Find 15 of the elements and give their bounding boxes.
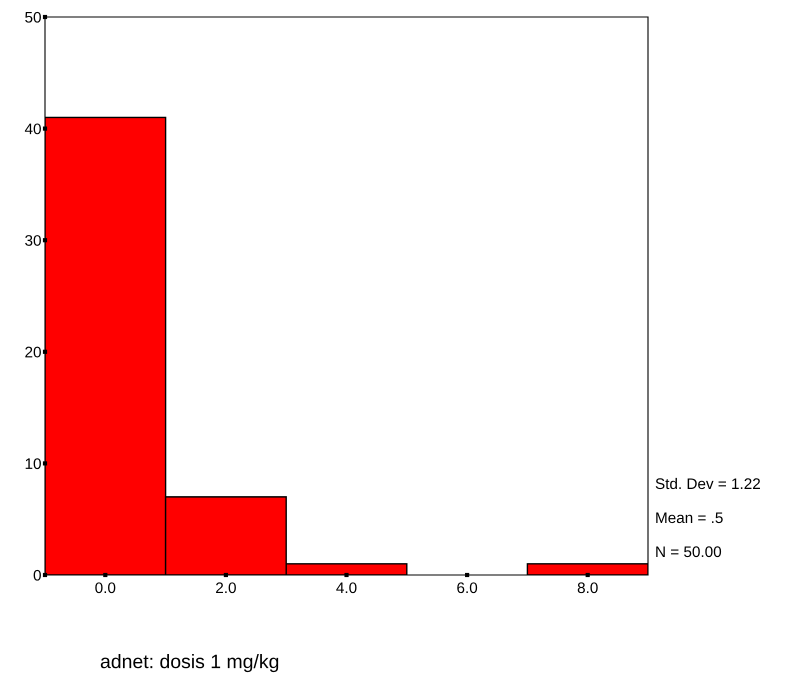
y-tick-label: 40 bbox=[24, 123, 41, 134]
y-tick-label: 0 bbox=[34, 570, 41, 581]
y-tick-label: 20 bbox=[25, 346, 41, 358]
y-tick-label: 50 bbox=[25, 12, 41, 23]
x-tick-label: 6.0 bbox=[457, 582, 478, 594]
x-axis-title: adnet: dosis 1 mg/kg bbox=[100, 654, 278, 672]
text: N = 50.00 bbox=[656, 546, 722, 558]
x-tick-label: 8.0 bbox=[578, 582, 598, 594]
y-tick-label: 30 bbox=[25, 235, 41, 246]
text: Mean = .5 bbox=[656, 512, 723, 524]
x-tick-label: 0.0 bbox=[95, 582, 116, 594]
x-tick-label: 2.0 bbox=[216, 582, 236, 594]
y-tick-label: 10 bbox=[26, 458, 41, 470]
text: Std. Dev = 1.22 bbox=[656, 478, 760, 490]
x-tick-label: 4.0 bbox=[336, 582, 357, 594]
